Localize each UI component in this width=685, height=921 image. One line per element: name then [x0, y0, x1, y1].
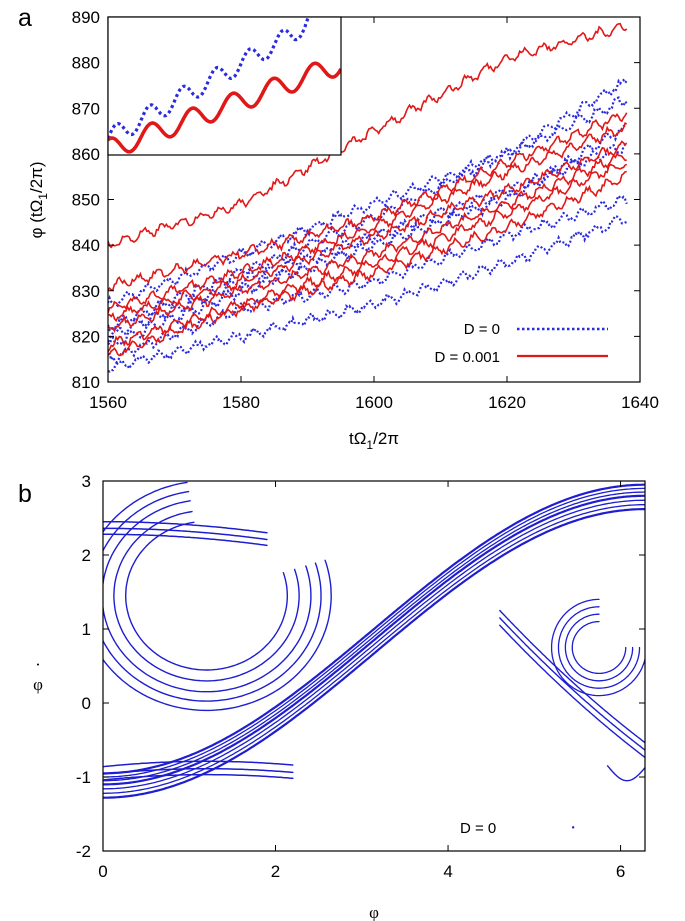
attractor-band — [103, 483, 645, 775]
x-tick-label: 4 — [443, 862, 452, 881]
attractor-right-strand — [499, 609, 645, 744]
attractor-right-lobe — [550, 598, 645, 697]
attractor-lower-strand — [103, 760, 294, 768]
y-tick-label: -1 — [76, 768, 91, 787]
x-tick-label: 1560 — [89, 393, 127, 412]
x-tick-label: 0 — [98, 862, 107, 881]
series-d001-line — [108, 140, 628, 323]
series-d001-line — [108, 152, 627, 334]
series-d001-line — [108, 122, 628, 314]
attractor-band — [103, 504, 645, 794]
panel-b-xlabel: φ — [369, 903, 379, 921]
panel-b-chart: 0 2 4 6 -2 -1 0 1 2 3 φ φ · D = 0 — [33, 472, 646, 921]
attractor-lower-strand — [103, 773, 294, 781]
inset-d0-line — [108, 17, 311, 140]
series-d0-line — [108, 214, 628, 373]
attractor-right-strand — [499, 624, 645, 759]
series-d0-line — [108, 122, 628, 347]
panel-letter-a: a — [18, 4, 32, 32]
inset-chart — [107, 16, 342, 156]
y-tick-label: 830 — [72, 282, 100, 301]
panel-b-ylabel-dot: · — [35, 655, 41, 674]
panel-letter-b: b — [18, 480, 32, 508]
legend-label-d001: D = 0.001 — [435, 349, 500, 366]
x-tick-label: 2 — [271, 862, 280, 881]
y-tick-label: 820 — [72, 327, 100, 346]
attractor-lower-strand — [103, 767, 294, 775]
y-tick-label: 840 — [72, 236, 100, 255]
attractor-point — [571, 826, 575, 829]
panel-b-frame — [102, 480, 646, 852]
attractor-left-lobe — [124, 521, 288, 671]
attractor-top-strand — [103, 527, 268, 541]
legend-label-d0: D = 0 — [464, 321, 500, 338]
attractor-band — [103, 499, 645, 790]
x-tick-label: 1620 — [488, 393, 526, 412]
y-tick-label: 870 — [72, 99, 100, 118]
attractor-right-lobe — [571, 620, 627, 675]
attractor-band — [103, 487, 645, 778]
attractor-right-lobe — [564, 613, 634, 682]
y-tick-label: 1 — [82, 620, 91, 639]
attractor-left-lobe — [103, 490, 322, 702]
panel-a-chart: 1560 1580 1600 1620 1640 810 820 830 840 850 860 87… — [27, 8, 659, 452]
panel-b-ylabel: φ — [33, 675, 43, 694]
x-tick-label: 6 — [616, 862, 625, 881]
attractor-band — [103, 494, 645, 786]
legend: D = 0 D = 0.001 — [435, 321, 608, 366]
x-tick-label: 1580 — [222, 393, 260, 412]
series-d0-line — [108, 96, 628, 333]
panel-a-xlabel: tΩ1/2π — [349, 429, 399, 452]
series-d001-line — [108, 22, 628, 249]
x-tick-label: 1600 — [355, 393, 393, 412]
inset-frame — [107, 16, 342, 156]
series-d0-line — [108, 141, 628, 343]
inset-d001-line — [108, 61, 341, 154]
y-tick-label: 3 — [82, 472, 91, 491]
series-d0-line — [108, 78, 628, 308]
series-d001-line — [108, 112, 628, 291]
attractor-top-strand — [103, 520, 268, 534]
y-tick-label: 860 — [72, 145, 100, 164]
attractor-left-lobe — [113, 510, 300, 682]
panel-a-ylabel: φ (tΩ1/2π) — [27, 161, 50, 238]
y-tick-label: 0 — [82, 694, 91, 713]
y-tick-label: 890 — [72, 8, 100, 27]
y-tick-label: -2 — [76, 842, 91, 861]
attractor-right-strand — [499, 617, 645, 751]
attractor-left-lobe — [103, 500, 312, 693]
y-tick-label: 850 — [72, 191, 100, 210]
y-tick-label: 2 — [82, 546, 91, 565]
series-d001-line — [108, 163, 628, 353]
attractor-left-lobe — [103, 481, 332, 712]
y-tick-label: 880 — [72, 54, 100, 73]
attractor-right-hook — [606, 765, 645, 782]
y-tick-label: 810 — [72, 373, 100, 392]
x-tick-label: 1640 — [621, 393, 659, 412]
panel-b-annotation: D = 0 — [460, 820, 496, 837]
attractor-band — [103, 508, 645, 799]
series-d0-line — [108, 193, 628, 364]
attractor-top-strand — [103, 533, 268, 547]
attractor-right-lobe — [557, 606, 641, 689]
series-d001-line — [108, 170, 627, 357]
